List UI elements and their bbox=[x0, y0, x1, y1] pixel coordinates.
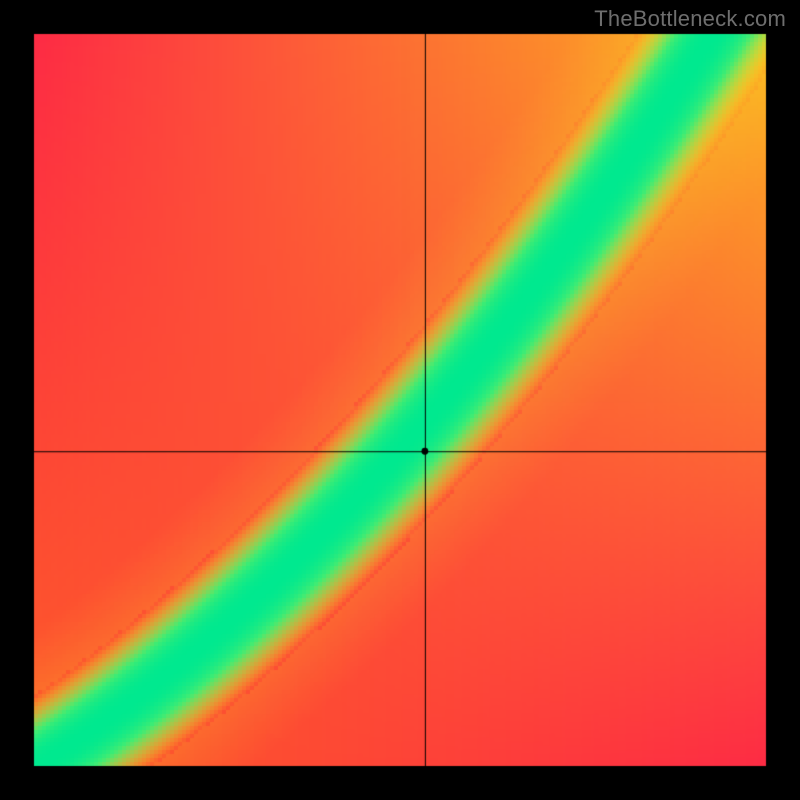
chart-container: TheBottleneck.com bbox=[0, 0, 800, 800]
watermark-text: TheBottleneck.com bbox=[594, 6, 786, 32]
bottleneck-heatmap bbox=[0, 0, 800, 800]
